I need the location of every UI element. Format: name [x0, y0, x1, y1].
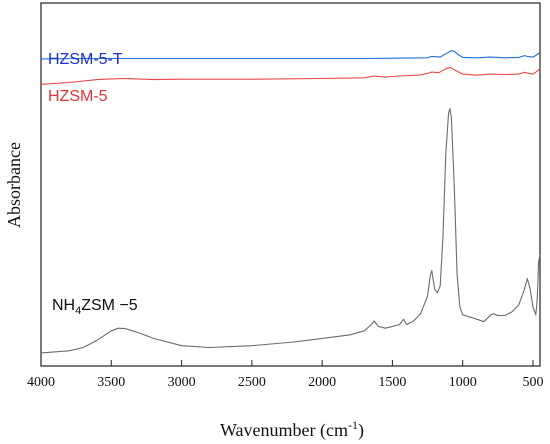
x-tick-label: 2000 [308, 375, 336, 390]
x-tick-label: 4000 [27, 375, 55, 390]
series-line-hzsm-5 [40, 66, 541, 85]
series-line-hzsm-5-t [40, 50, 541, 60]
plot-frame [40, 2, 541, 367]
series-group [40, 50, 541, 354]
x-tick-label: 2500 [238, 375, 266, 390]
x-axis-label: Wavenumber (cm-1) [220, 418, 364, 441]
x-axis-ticks: 4000 3500 3000 2500 2000 1500 1000 500 [27, 360, 543, 390]
x-axis-label-main: Wavenumber (cm [220, 420, 348, 441]
y-axis-label: Absorbance [4, 142, 24, 228]
x-tick-label: 1500 [378, 375, 406, 390]
x-axis-label-end: ) [358, 420, 364, 441]
x-axis-label-sup: -1 [348, 418, 358, 432]
series-label-hzsm5: HZSM-5 [48, 88, 108, 105]
series-label-hzsm5t: HZSM-5-T [48, 51, 123, 68]
series-label-nh4zsm5-part2: ZSM −5 [81, 297, 138, 314]
x-tick-label: 500 [522, 375, 543, 390]
x-tick-label: 1000 [449, 375, 477, 390]
series-label-nh4zsm5-sub: 4 [75, 305, 81, 317]
x-tick-label: 3500 [97, 375, 125, 390]
x-tick-label: 3000 [168, 375, 196, 390]
series-label-nh4zsm5: NH4ZSM −5 [52, 297, 138, 317]
series-line-nh4zsm-5 [40, 108, 541, 354]
series-label-nh4zsm5-part1: NH [52, 297, 75, 314]
